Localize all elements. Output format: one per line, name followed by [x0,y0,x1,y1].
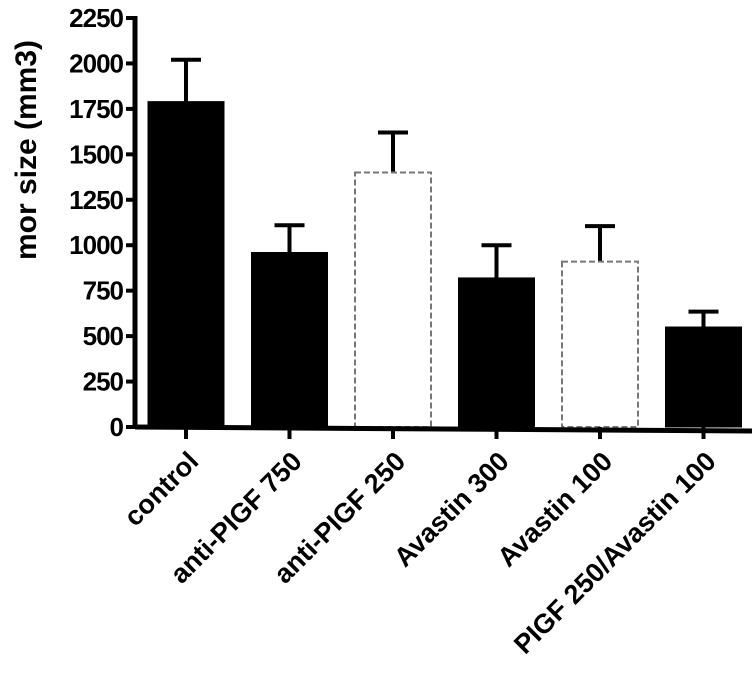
bar [354,171,432,428]
x-tick-label: control [118,446,204,532]
y-axis: 0 250 500 750 1000 1250 1500 1750 2000 2250 [69,3,138,442]
bar [251,251,328,428]
x-axis-line [134,424,753,434]
y-axis-label: mor size (mm3) [10,40,43,260]
bar [561,260,639,428]
y-tick-label: 500 [83,321,124,351]
y-tick-label: 2000 [69,48,123,78]
y-tick-label: 250 [83,367,124,397]
y-tick-label: 1250 [69,185,123,215]
y-tick-label: 1500 [69,139,123,169]
y-tick-label: 1000 [69,230,123,260]
y-tick-label: 0 [110,412,124,442]
bar [665,326,742,428]
y-tick-label: 2250 [69,3,123,33]
y-tick-label: 1750 [69,94,123,124]
y-tick-label: 750 [83,276,124,306]
bar [147,101,225,428]
x-tick-label: PIGF 250/Avastin 100 [508,446,722,660]
bars [147,57,742,428]
bar [458,277,535,428]
